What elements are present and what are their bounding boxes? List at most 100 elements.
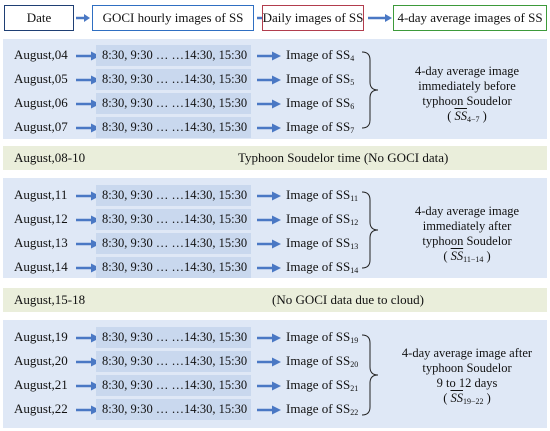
row-arrow-icon (76, 215, 100, 225)
row-arrow-icon (76, 51, 100, 61)
row-arrow-icon (76, 99, 100, 109)
row-times: 8:30, 9:30 … …14:30, 15:30 (96, 351, 251, 372)
row-times: 8:30, 9:30 … …14:30, 15:30 (96, 257, 251, 278)
image-prefix: Image of SS (286, 95, 351, 110)
image-subscript: 4 (350, 54, 355, 63)
separator-1 (3, 146, 547, 170)
row-arrow-icon (257, 357, 281, 367)
row-times: 8:30, 9:30 … …14:30, 15:30 (96, 327, 251, 348)
image-prefix: Image of SS (286, 47, 351, 62)
row-date: August,21 (14, 377, 68, 392)
row-arrow-icon (76, 263, 100, 273)
note-line: 4-day average image (414, 64, 520, 78)
group-note-2: 4-day average image immediately after ty… (388, 204, 546, 267)
row-image-label: Image of SS4 (286, 47, 354, 63)
brace-3 (361, 334, 379, 416)
row-date: August,11 (14, 187, 68, 202)
avg-symbol: ( SS4−7 ) (447, 109, 487, 124)
image-prefix: Image of SS (286, 119, 351, 134)
row-times: 8:30, 9:30 … …14:30, 15:30 (96, 399, 251, 420)
separator-2 (3, 288, 547, 312)
row-image-label: Image of SS19 (286, 329, 358, 345)
note-line: typhoon Soudelor (422, 234, 512, 248)
brace-2 (361, 191, 379, 269)
row-image-label: Image of SS12 (286, 211, 358, 227)
row-arrow-icon (76, 405, 100, 415)
row-date: August,05 (14, 71, 68, 86)
separator-date: August,15-18 (14, 292, 86, 307)
row-times: 8:30, 9:30 … …14:30, 15:30 (96, 117, 251, 138)
image-prefix: Image of SS (286, 377, 351, 392)
row-times: 8:30, 9:30 … …14:30, 15:30 (96, 45, 251, 66)
note-line: typhoon Soudelor (422, 94, 512, 108)
separator-text: Typhoon Soudelor time (No GOCI data) (238, 150, 449, 165)
image-prefix: Image of SS (286, 259, 351, 274)
image-prefix: Image of SS (286, 401, 351, 416)
image-subscript: 6 (350, 102, 355, 111)
row-times: 8:30, 9:30 … …14:30, 15:30 (96, 233, 251, 254)
row-date: August,20 (14, 353, 68, 368)
row-arrow-icon (257, 99, 281, 109)
image-subscript: 12 (350, 218, 359, 227)
row-arrow-icon (76, 357, 100, 367)
image-subscript: 11 (350, 194, 358, 203)
image-subscript: 13 (350, 242, 359, 251)
row-date: August,14 (14, 259, 68, 274)
row-image-label: Image of SS22 (286, 401, 358, 417)
header-avg: 4-day average images of SS (393, 5, 547, 31)
image-subscript: 22 (350, 408, 359, 417)
row-arrow-icon (76, 381, 100, 391)
row-arrow-icon (257, 239, 281, 249)
separator-date: August,08-10 (14, 150, 86, 165)
row-image-label: Image of SS7 (286, 119, 354, 135)
group-note-3: 4-day average image after typhoon Soudel… (388, 346, 546, 409)
row-date: August,12 (14, 211, 68, 226)
row-image-label: Image of SS6 (286, 95, 354, 111)
row-date: August,06 (14, 95, 68, 110)
row-arrow-icon (257, 215, 281, 225)
image-prefix: Image of SS (286, 211, 351, 226)
image-subscript: 21 (350, 384, 359, 393)
image-prefix: Image of SS (286, 353, 351, 368)
row-date: August,13 (14, 235, 68, 250)
image-prefix: Image of SS (286, 71, 351, 86)
header-arrow-1 (76, 14, 90, 22)
image-prefix: Image of SS (286, 235, 351, 250)
header-daily: Daily images of SS (262, 5, 364, 31)
note-line: 9 to 12 days (436, 376, 498, 390)
row-arrow-icon (76, 333, 100, 343)
image-prefix: Image of SS (286, 329, 351, 344)
separator-text: (No GOCI data due to cloud) (272, 292, 424, 307)
row-image-label: Image of SS21 (286, 377, 358, 393)
header-arrow-3 (368, 14, 392, 22)
row-arrow-icon (257, 123, 281, 133)
note-line: 4-day average image after (401, 346, 533, 360)
row-date: August,22 (14, 401, 68, 416)
note-line: typhoon Soudelor (422, 361, 512, 375)
row-image-label: Image of SS14 (286, 259, 358, 275)
row-times: 8:30, 9:30 … …14:30, 15:30 (96, 209, 251, 230)
row-date: August,19 (14, 329, 68, 344)
row-arrow-icon (257, 191, 281, 201)
row-arrow-icon (76, 239, 100, 249)
row-times: 8:30, 9:30 … …14:30, 15:30 (96, 93, 251, 114)
note-line: 4-day average image (414, 204, 520, 218)
avg-symbol: ( SS11−14 ) (443, 249, 491, 264)
row-image-label: Image of SS5 (286, 71, 354, 87)
image-subscript: 5 (350, 78, 355, 87)
row-arrow-icon (257, 405, 281, 415)
row-times: 8:30, 9:30 … …14:30, 15:30 (96, 69, 251, 90)
row-arrow-icon (257, 381, 281, 391)
image-subscript: 20 (350, 360, 359, 369)
row-date: August,04 (14, 47, 68, 62)
image-prefix: Image of SS (286, 187, 351, 202)
row-arrow-icon (257, 51, 281, 61)
row-times: 8:30, 9:30 … …14:30, 15:30 (96, 185, 251, 206)
row-image-label: Image of SS13 (286, 235, 358, 251)
note-line: immediately after (422, 219, 512, 233)
row-times: 8:30, 9:30 … …14:30, 15:30 (96, 375, 251, 396)
row-arrow-icon (76, 191, 100, 201)
row-arrow-icon (257, 75, 281, 85)
row-arrow-icon (76, 75, 100, 85)
image-subscript: 7 (350, 126, 355, 135)
